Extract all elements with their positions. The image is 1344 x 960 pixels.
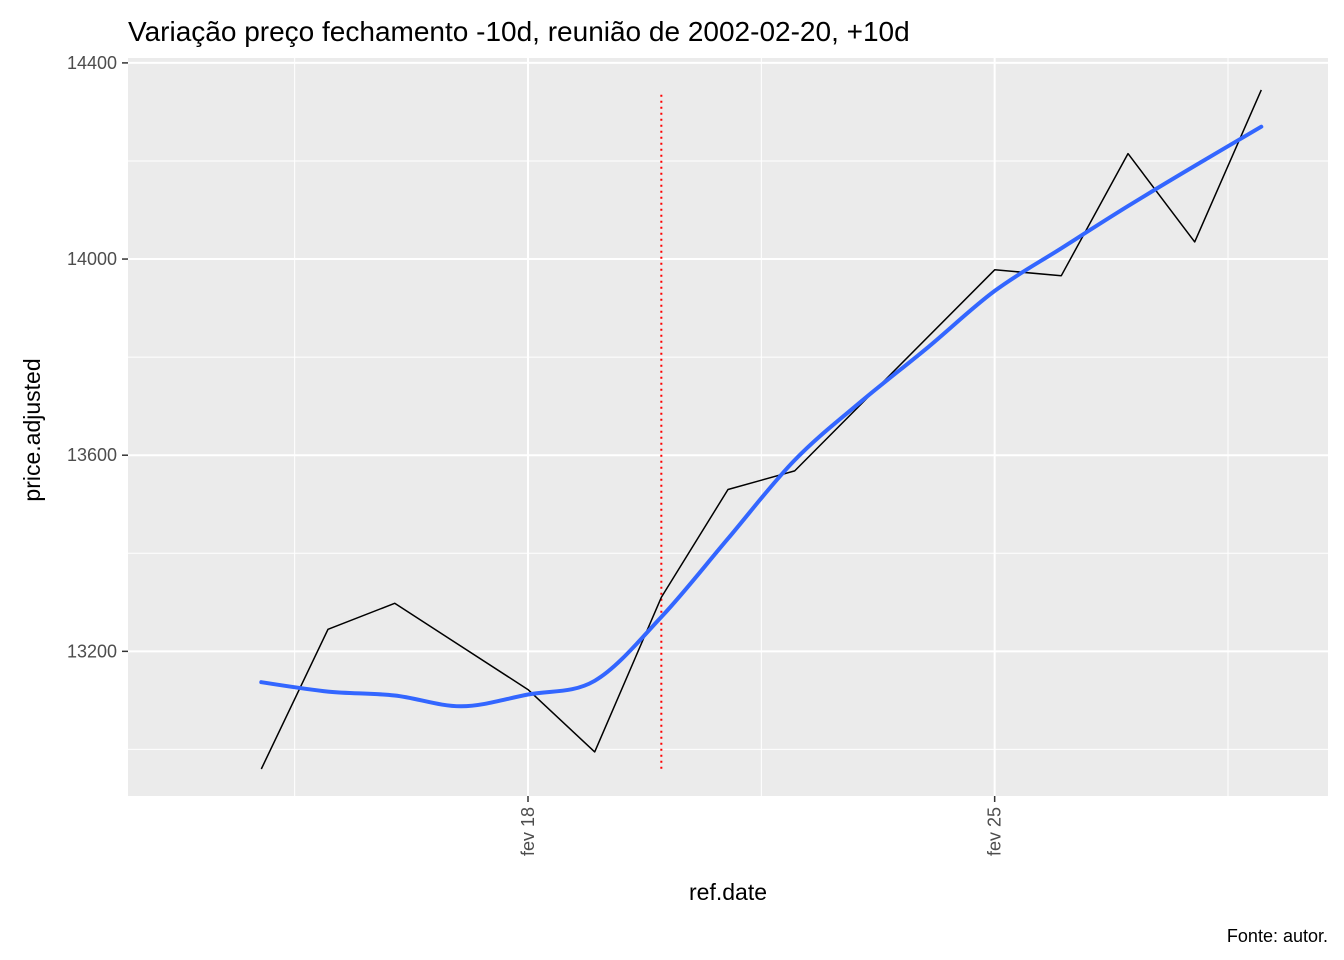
y-tick-label: 13200 [67,641,117,661]
series-layer [259,89,1264,770]
y-axis: 13200 13600 14000 14400 [67,53,128,661]
price-line [260,89,1262,770]
x-axis: fev 18 fev 25 [518,796,1005,856]
x-tick-label: fev 25 [985,807,1005,856]
smooth-trend-line [259,124,1264,709]
plot-panel [128,58,1328,796]
x-tick-label: fev 18 [518,807,538,856]
grid-major [128,58,1328,796]
chart-title: Variação preço fechamento -10d, reunião … [128,16,910,47]
y-tick-label: 14400 [67,53,117,73]
x-axis-title: ref.date [689,879,767,905]
caption: Fonte: autor. [1227,926,1328,946]
y-tick-label: 13600 [67,445,117,465]
y-tick-label: 14000 [67,249,117,269]
y-axis-title: price.adjusted [19,358,45,501]
grid-minor [128,58,1328,796]
